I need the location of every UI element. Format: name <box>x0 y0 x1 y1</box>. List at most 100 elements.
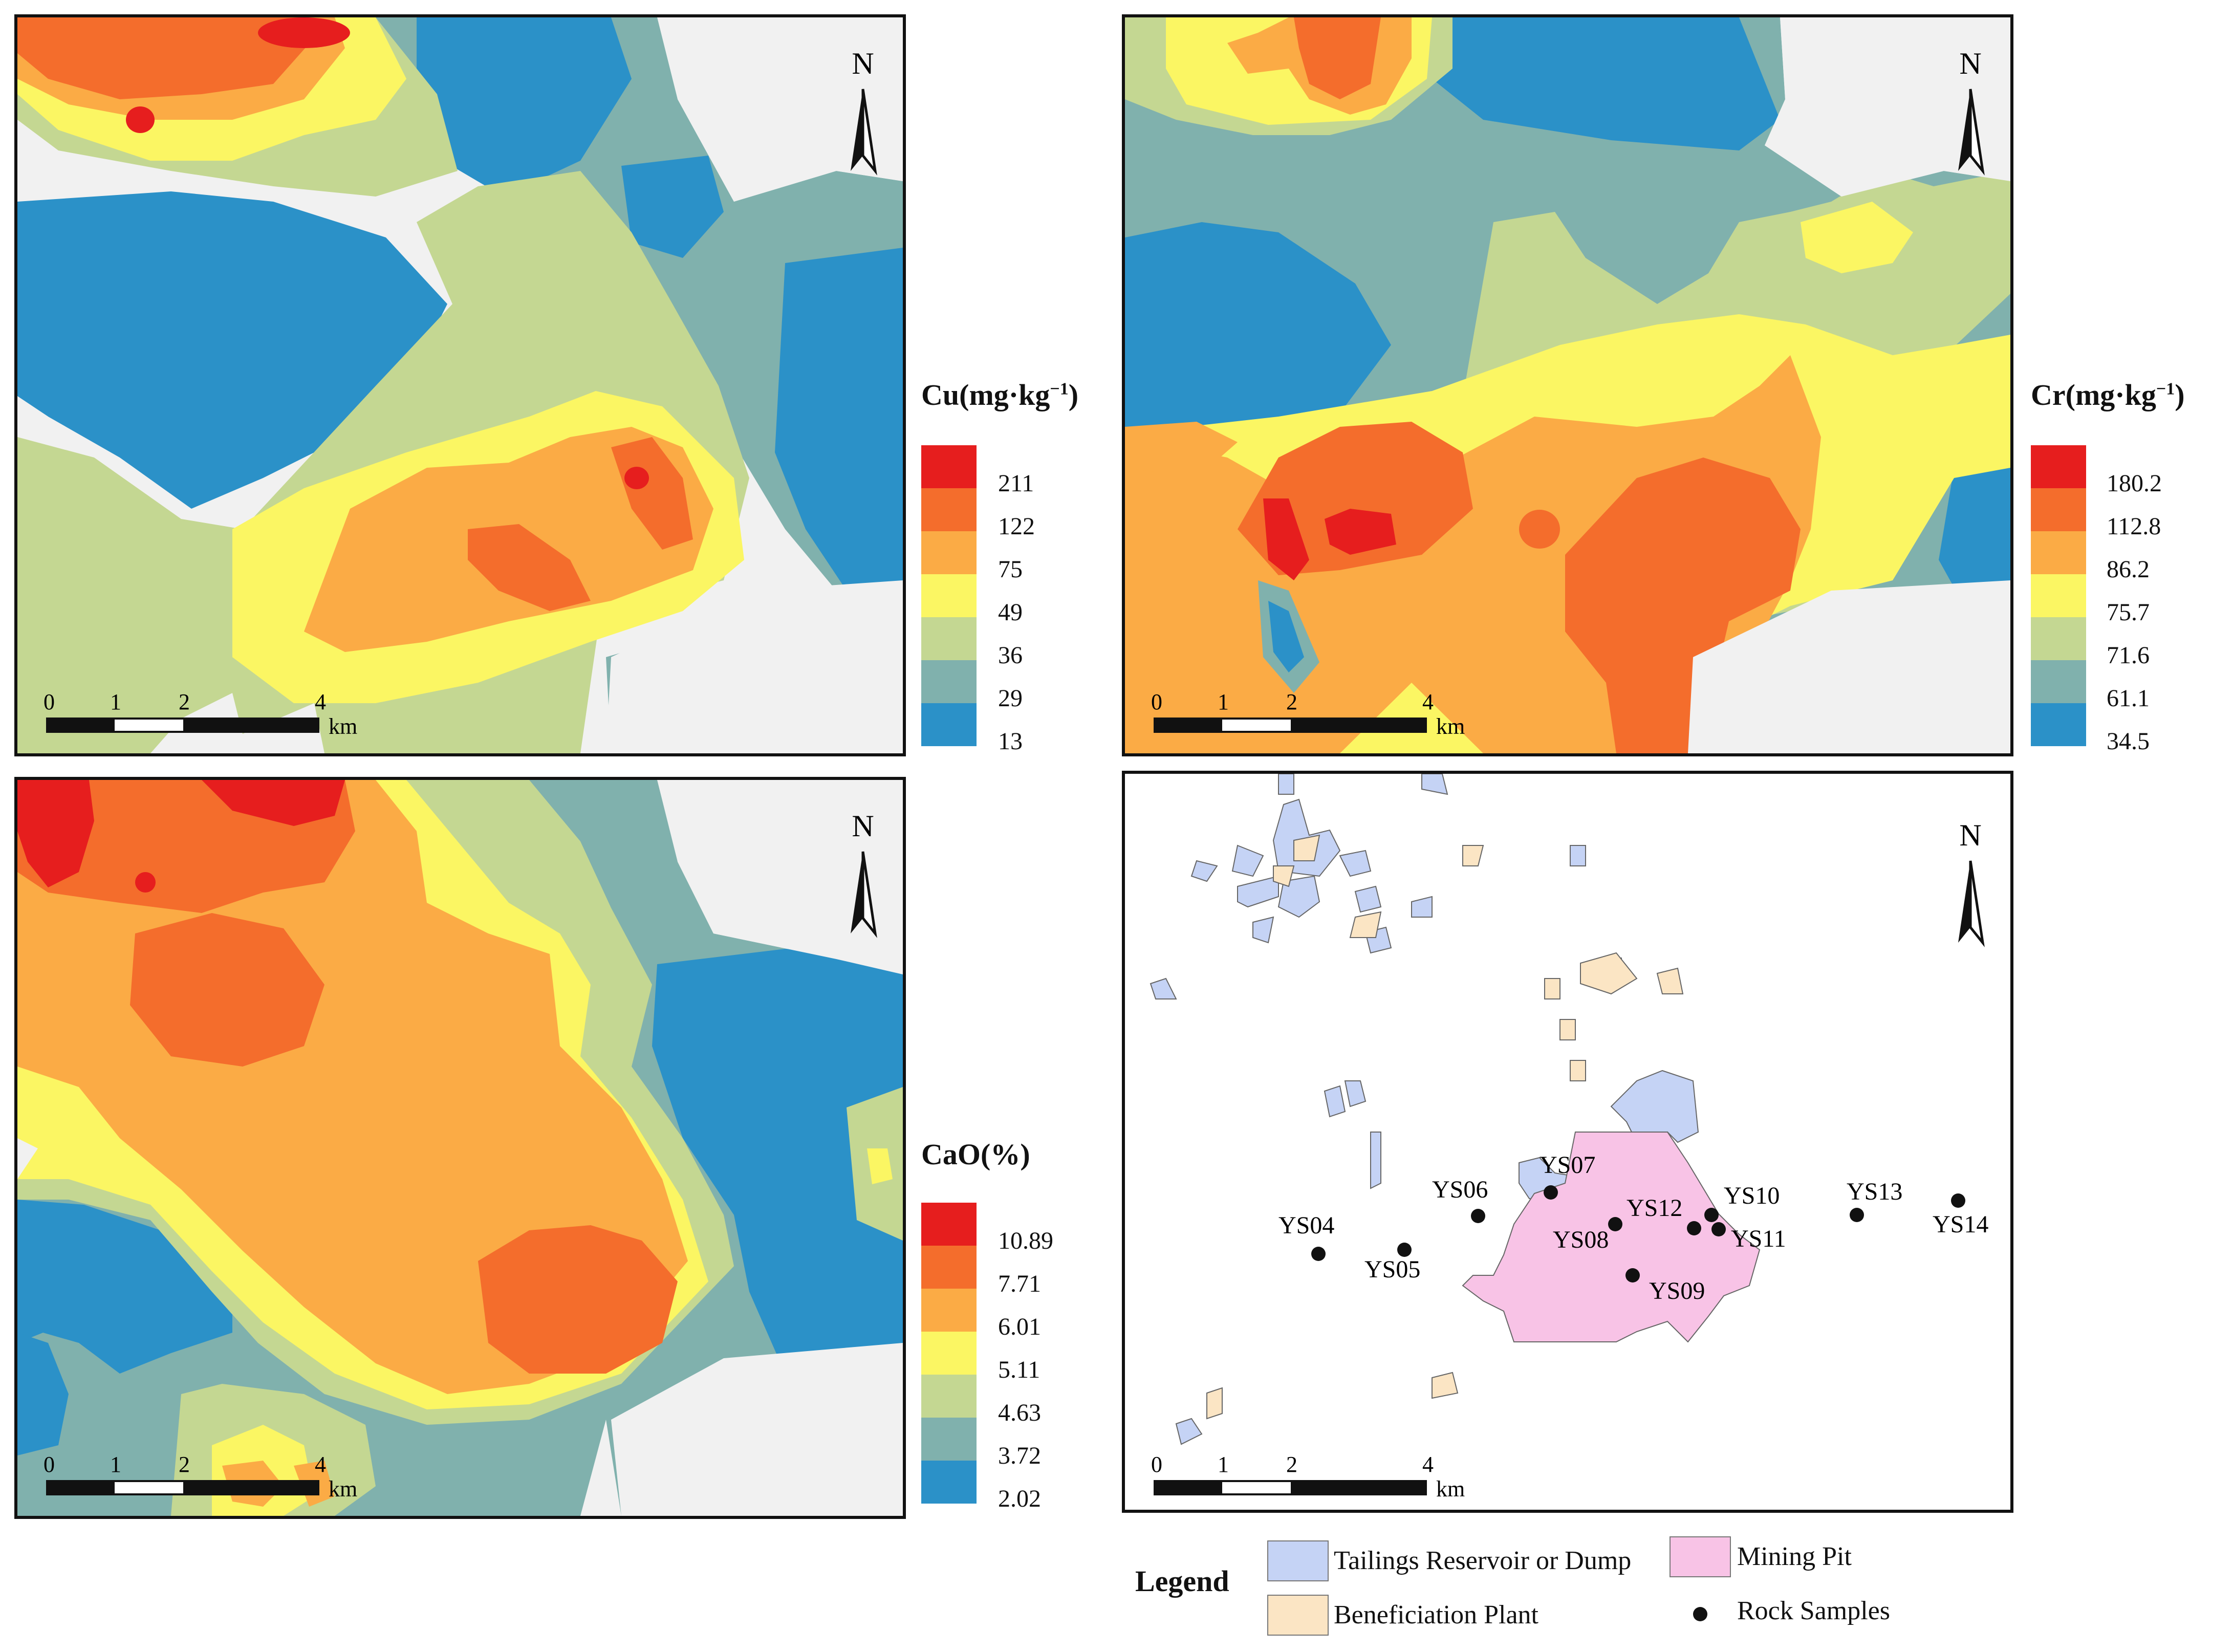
cu-break-labels: 211 122 75 49 36 29 13 <box>998 462 1035 763</box>
scale-bar: 0 1 2 4 km <box>1151 689 1465 739</box>
cao-nodata-se <box>611 1343 903 1516</box>
cr-zone-180-b <box>1325 509 1396 555</box>
beneficiation-swatch <box>1267 1595 1329 1636</box>
cu-swatch-6 <box>921 703 977 746</box>
cr-break-6: 34.5 <box>2107 728 2150 755</box>
north-label: N <box>852 809 874 843</box>
cr-swatch-1 <box>2031 488 2086 531</box>
sample-location-panel: YS04 YS05 YS06 YS07 YS08 YS09 YS10 YS11 … <box>1122 771 2013 1513</box>
cu-zone-211-c <box>624 467 649 489</box>
cu-swatch-0 <box>921 445 977 488</box>
cu-break-4: 36 <box>998 642 1023 669</box>
cu-nodata-se <box>606 580 903 753</box>
tailings-swatch <box>1267 1540 1329 1581</box>
sample-point-ys07 <box>1544 1185 1558 1200</box>
sample-label-ys06: YS06 <box>1432 1176 1488 1203</box>
sample-point-ys09 <box>1625 1268 1640 1283</box>
scale-tick-2: 2 <box>1286 1452 1297 1477</box>
scale-tick-1: 1 <box>110 1452 121 1477</box>
sample-label-ys09: YS09 <box>1649 1277 1705 1305</box>
scale-tick-2: 2 <box>1286 689 1297 714</box>
cu-zone-122-north <box>17 17 314 99</box>
sample-label-ys14: YS14 <box>1933 1211 1988 1238</box>
north-arrow-icon <box>851 89 877 176</box>
cao-break-labels: 10.89 7.71 6.01 5.11 4.63 3.72 2.02 <box>998 1220 1053 1520</box>
cr-swatch-0 <box>2031 445 2086 488</box>
mining-pit-legend-label: Mining Pit <box>1737 1542 1852 1571</box>
cr-break-labels: 180.2 112.8 86.2 75.7 71.6 61.1 34.5 <box>2107 462 2162 763</box>
sample-label-ys07: YS07 <box>1540 1151 1595 1179</box>
scale-tick-1: 1 <box>1218 689 1229 714</box>
sample-label-ys10: YS10 <box>1724 1182 1780 1209</box>
scale-tick-4: 4 <box>1422 1452 1434 1477</box>
cr-break-4: 71.6 <box>2107 642 2150 669</box>
cr-break-3: 75.7 <box>2107 599 2150 626</box>
rock-sample-points <box>1311 1185 1965 1283</box>
cr-swatch-3 <box>2031 574 2086 617</box>
cao-swatch-6 <box>921 1461 977 1504</box>
beneficiation-legend-label: Beneficiation Plant <box>1334 1600 1539 1629</box>
cu-map-surface: N 0 1 2 4 km <box>17 17 903 753</box>
scale-tick-2: 2 <box>179 689 190 714</box>
scale-tick-1: 1 <box>1218 1452 1229 1477</box>
cu-break-2: 75 <box>998 556 1023 583</box>
cao-break-3: 5.11 <box>998 1356 1040 1383</box>
cao-swatch-0 <box>921 1203 977 1246</box>
cr-break-0: 180.2 <box>2107 470 2162 497</box>
sample-label-ys12: YS12 <box>1627 1194 1682 1222</box>
cu-break-3: 49 <box>998 599 1023 626</box>
cao-color-ramp <box>921 1203 977 1504</box>
cr-zone-112-north <box>1294 17 1381 99</box>
scale-bar: 0 1 2 4 km <box>44 689 357 739</box>
map-legend-title: Legend <box>1135 1564 1229 1598</box>
scale-tick-4: 4 <box>315 689 326 714</box>
scale-unit: km <box>329 714 357 739</box>
north-arrow-icon <box>1958 89 1985 176</box>
cu-break-6: 13 <box>998 728 1023 755</box>
scale-unit: km <box>1436 1476 1465 1502</box>
sample-point-ys05 <box>1397 1243 1412 1257</box>
cu-swatch-1 <box>921 488 977 531</box>
cao-swatch-3 <box>921 1332 977 1375</box>
rock-samples-legend-label: Rock Samples <box>1737 1596 1890 1625</box>
cu-legend-title: Cu(mg·kg−1) <box>921 378 1079 411</box>
scale-tick-0: 0 <box>44 1452 55 1477</box>
cr-zone-75-ne <box>1801 202 1913 273</box>
cr-color-ramp <box>2031 445 2086 746</box>
sample-point-ys13 <box>1850 1208 1864 1222</box>
cu-zone-122-south <box>468 524 591 611</box>
mining-pit-polygon <box>1462 1132 1761 1343</box>
cu-swatch-4 <box>921 617 977 660</box>
sample-point-ys11 <box>1711 1222 1726 1236</box>
scale-bar: 0 1 2 4 km <box>44 1452 357 1502</box>
cao-break-2: 6.01 <box>998 1313 1041 1340</box>
sample-point-ys12 <box>1687 1221 1701 1235</box>
sample-labels: YS04 YS05 YS06 YS07 YS08 YS09 YS10 YS11 … <box>1278 1151 1988 1305</box>
cr-zone-112-dot <box>1519 510 1560 549</box>
cao-break-5: 3.72 <box>998 1442 1041 1469</box>
cr-zone-34-north <box>1432 17 1780 150</box>
sample-label-ys13: YS13 <box>1847 1178 1902 1205</box>
cao-swatch-2 <box>921 1289 977 1332</box>
cr-map-panel: N 0 1 2 4 km <box>1122 14 2013 756</box>
cr-break-1: 112.8 <box>2107 513 2161 540</box>
tailings-legend-label: Tailings Reservoir or Dump <box>1334 1546 1632 1575</box>
cu-break-0: 211 <box>998 470 1034 497</box>
cao-swatch-1 <box>921 1246 977 1289</box>
cu-zone-13-east <box>775 248 903 626</box>
north-label: N <box>1959 47 1981 80</box>
cr-break-2: 86.2 <box>2107 556 2150 583</box>
scale-unit: km <box>1436 714 1465 739</box>
cao-zone-10.89-a <box>17 780 94 887</box>
north-label: N <box>1959 818 1981 852</box>
north-arrow-icon <box>851 851 877 938</box>
cr-swatch-5 <box>2031 660 2086 703</box>
cu-zone-211-a <box>126 106 155 133</box>
sample-label-ys11: YS11 <box>1731 1225 1786 1252</box>
cu-break-5: 29 <box>998 685 1023 712</box>
cr-nodata-se <box>1688 580 2010 753</box>
cu-color-ramp <box>921 445 977 746</box>
cr-zone-112-east <box>1565 458 1801 753</box>
cu-swatch-5 <box>921 660 977 703</box>
scale-tick-4: 4 <box>315 1452 326 1477</box>
